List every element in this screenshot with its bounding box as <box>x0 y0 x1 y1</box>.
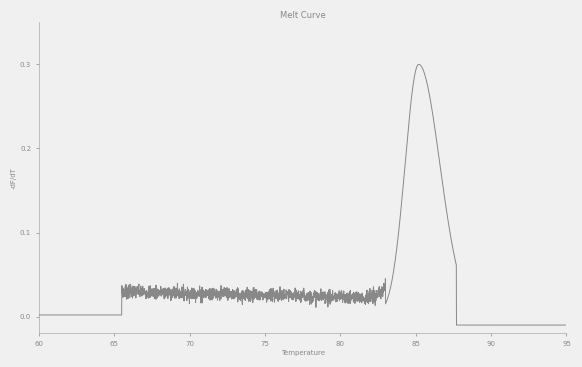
Y-axis label: -dF/dT: -dF/dT <box>11 167 17 189</box>
Title: Melt Curve: Melt Curve <box>280 11 325 20</box>
X-axis label: Temperature: Temperature <box>281 350 325 356</box>
